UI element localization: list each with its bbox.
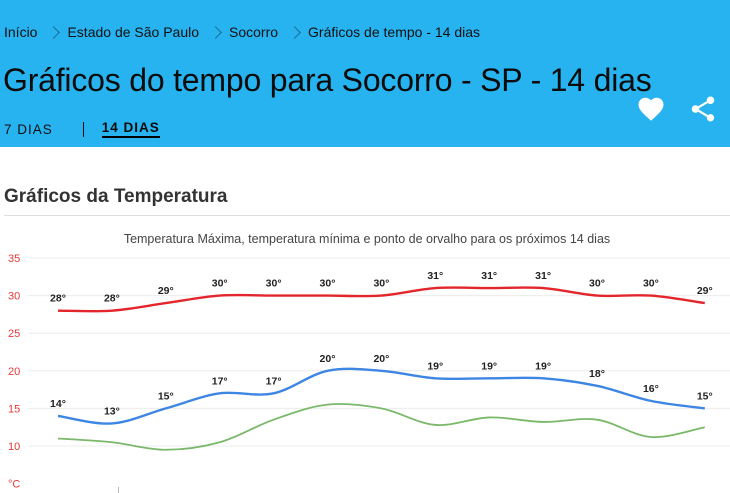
data-label-min: 20° <box>320 353 336 365</box>
chart-title: Temperatura Máxima, temperatura mínima e… <box>124 232 610 246</box>
series-line-max <box>57 286 705 313</box>
chevron-right-icon <box>47 25 61 39</box>
axis-tick <box>118 487 119 493</box>
heart-icon[interactable] <box>636 94 666 124</box>
data-label-max: 28° <box>104 293 120 305</box>
breadcrumb-city[interactable]: Socorro <box>229 24 279 40</box>
tab-7-days[interactable]: 7 DIAS <box>4 121 53 137</box>
data-label-min: 18° <box>589 368 605 380</box>
temperature-chart: Temperatura Máxima, temperatura mínima e… <box>8 232 730 491</box>
data-label-max: 31° <box>481 270 497 282</box>
period-tabs: 7 DIAS 14 DIAS <box>4 120 160 138</box>
breadcrumb-current[interactable]: Gráficos de tempo - 14 dias <box>308 24 481 40</box>
data-label-min: 15° <box>158 390 174 402</box>
y-tick-label: 10 <box>8 441 20 453</box>
data-label-max: 30° <box>643 278 659 290</box>
data-label-max: 30° <box>212 278 228 290</box>
chevron-right-icon <box>209 25 222 39</box>
data-label-max: 28° <box>50 293 66 305</box>
page-title: Gráficos do tempo para Socorro - SP - 14… <box>3 62 652 98</box>
data-label-max: 29° <box>158 285 174 297</box>
series-line-dew <box>57 403 705 451</box>
data-label-max: 31° <box>535 270 551 282</box>
breadcrumb-state[interactable]: Estado de São Paulo <box>67 24 200 40</box>
y-tick-label: 25 <box>8 328 20 340</box>
series-line-min <box>57 367 705 425</box>
data-label-min: 15° <box>697 390 713 402</box>
section-title: Gráficos da Temperatura <box>4 186 228 207</box>
breadcrumb: Início Estado de São Paulo Socorro Gráfi… <box>4 24 480 40</box>
y-tick-label: 30 <box>8 291 20 303</box>
data-label-min: 14° <box>50 398 66 410</box>
data-label-min: 16° <box>643 383 659 395</box>
data-label-min: 17° <box>212 375 228 387</box>
header-banner: Início Estado de São Paulo Socorro Gráfi… <box>0 0 730 147</box>
data-label-min: 19° <box>481 360 497 372</box>
y-tick-label: 35 <box>8 253 20 265</box>
data-label-max: 31° <box>427 270 443 282</box>
chevron-right-icon <box>288 25 301 39</box>
tab-14-days[interactable]: 14 DIAS <box>101 120 160 138</box>
tab-divider <box>82 121 84 137</box>
data-label-max: 30° <box>589 278 605 290</box>
y-tick-label: 20 <box>8 366 20 378</box>
data-label-min: 13° <box>104 405 120 417</box>
data-label-max: 30° <box>373 278 389 290</box>
y-tick-label: 15 <box>8 403 20 415</box>
data-label-min: 20° <box>373 353 389 365</box>
data-label-max: 29° <box>697 285 713 297</box>
data-label-min: 19° <box>427 360 443 372</box>
y-tick-label: °C <box>8 479 20 491</box>
breadcrumb-home[interactable]: Início <box>4 24 38 40</box>
divider <box>4 215 730 216</box>
data-label-max: 30° <box>320 278 336 290</box>
data-label-min: 17° <box>266 375 282 387</box>
data-label-max: 30° <box>266 278 282 290</box>
share-icon[interactable] <box>688 94 718 124</box>
data-label-min: 19° <box>535 360 551 372</box>
